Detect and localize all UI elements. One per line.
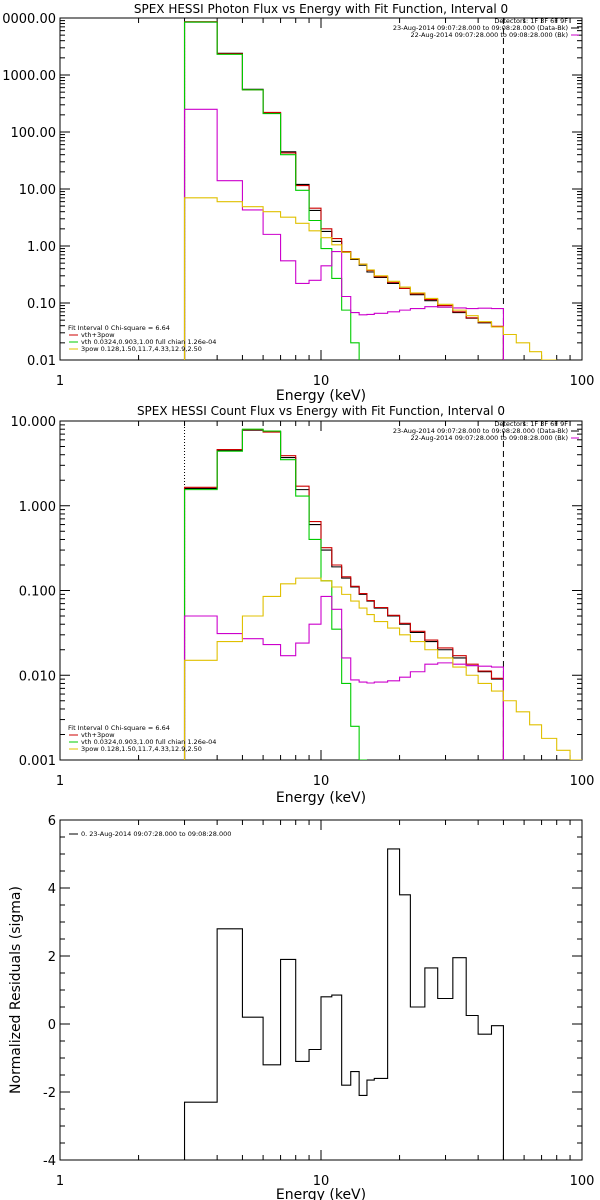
legend-left-entry: 0. 23-Aug-2014 09:07:28.000 to 09:08:28.… [81, 830, 231, 838]
y-tick-label: 0.010 [19, 669, 56, 684]
y-tick-label: 0.01 [27, 354, 56, 369]
y-tick-label: 10.00 [19, 183, 56, 198]
y-tick-label: 100.00 [11, 126, 57, 141]
series-line-3 [183, 21, 360, 360]
x-tick-label: 100 [570, 374, 595, 389]
chart-panel-1: SPEX HESSI Photon Flux vs Energy with Fi… [2, 2, 594, 404]
x-tick-label: 1 [56, 374, 64, 389]
y-tick-label: 10.000 [11, 415, 57, 430]
legend-left-entry: Fit Interval 0 Chi-square = 6.64 [68, 324, 170, 332]
x-tick-label: 100 [570, 774, 595, 789]
y-tick-label: 4 [48, 882, 56, 897]
series-group [183, 21, 557, 360]
legend-left-entry: vth+3pow [81, 731, 115, 739]
series-line-1 [183, 21, 504, 360]
chart-title: SPEX HESSI Photon Flux vs Energy with Fi… [134, 2, 508, 16]
x-axis-label: Energy (keV) [276, 790, 366, 806]
x-tick-label: 1 [56, 774, 64, 789]
legend-left-entry: vth 0.0324,0.903,1.00 full chian 1.26e-0… [81, 738, 216, 746]
y-axis-label: Normalized Residuals (sigma) [8, 886, 24, 1094]
legend-right-entry: 23-Aug-2014 09:07:28.000 to 09:08:28.000… [393, 427, 568, 435]
legend-right-entry: Detectors: 1F 3F 6F 9F [494, 420, 568, 428]
y-tick-label: 6 [48, 814, 56, 829]
y-tick-label: 1.00 [27, 240, 56, 255]
y-tick-label: 2 [48, 950, 56, 965]
legend-left-entry: 3pow 0.128,1.50,11.7,4.33,12.9,2.50 [81, 345, 202, 353]
x-tick-label: 10 [313, 1174, 330, 1189]
chart-panel-3: 1 10 100 Energy (keV) -4 -2 0 2 4 6 Normalized Res… [8, 814, 594, 1200]
x-axis-label: Energy (keV) [276, 388, 366, 404]
chart-panel-2: SPEX HESSI Count Flux vs Energy with Fit… [11, 404, 595, 806]
y-tick-label: -2 [43, 1086, 56, 1101]
series-line-2 [183, 429, 504, 760]
y-tick-label: 1.000 [19, 500, 56, 515]
y-tick-label: 0.10 [27, 297, 56, 312]
series-group [183, 428, 582, 760]
legend-right-entry: Detectors: 1F 3F 6F 9F [494, 17, 568, 25]
y-tick-label: 0 [48, 1018, 56, 1033]
legend-left-entry: 3pow 0.128,1.50,11.7,4.33,12.9,2.50 [81, 745, 202, 753]
legend-left-entry: vth 0.0324,0.903,1.00 full chian 1.26e-0… [81, 338, 216, 346]
legend-right-entry: 22-Aug-2014 09:07:28.000 to 09:08:28.000… [411, 31, 568, 39]
series-line-2 [183, 21, 504, 360]
legend-left-entry: vth+3pow [81, 331, 115, 339]
y-tick-label: 0.001 [19, 754, 56, 769]
series-line-1 [183, 429, 504, 760]
y-tick-label: 1000.00 [2, 69, 56, 84]
series-line-5 [183, 197, 557, 360]
series-line-4 [183, 108, 504, 360]
legend-right-entry: 22-Aug-2014 09:07:28.000 to 09:08:28.000… [411, 434, 568, 442]
series-group [183, 848, 504, 1160]
series-line-1 [183, 848, 504, 1160]
y-tick-label: -4 [43, 1154, 56, 1169]
x-tick-label: 10 [313, 374, 330, 389]
y-tick-label: 0000.00 [2, 12, 56, 27]
chart-title: SPEX HESSI Count Flux vs Energy with Fit… [137, 404, 505, 418]
x-tick-label: 1 [56, 1174, 64, 1189]
series-line-5 [183, 577, 582, 760]
legend-right-entry: 23-Aug-2014 09:07:28.000 to 09:08:28.000… [393, 24, 568, 32]
y-tick-label: 0.100 [19, 585, 56, 600]
series-line-3 [183, 428, 367, 760]
legend-left-entry: Fit Interval 0 Chi-square = 6.64 [68, 724, 170, 732]
series-line-4 [183, 595, 504, 760]
x-tick-label: 10 [313, 774, 330, 789]
x-axis-label: Energy (keV) [276, 1187, 366, 1200]
x-tick-label: 100 [570, 1174, 595, 1189]
